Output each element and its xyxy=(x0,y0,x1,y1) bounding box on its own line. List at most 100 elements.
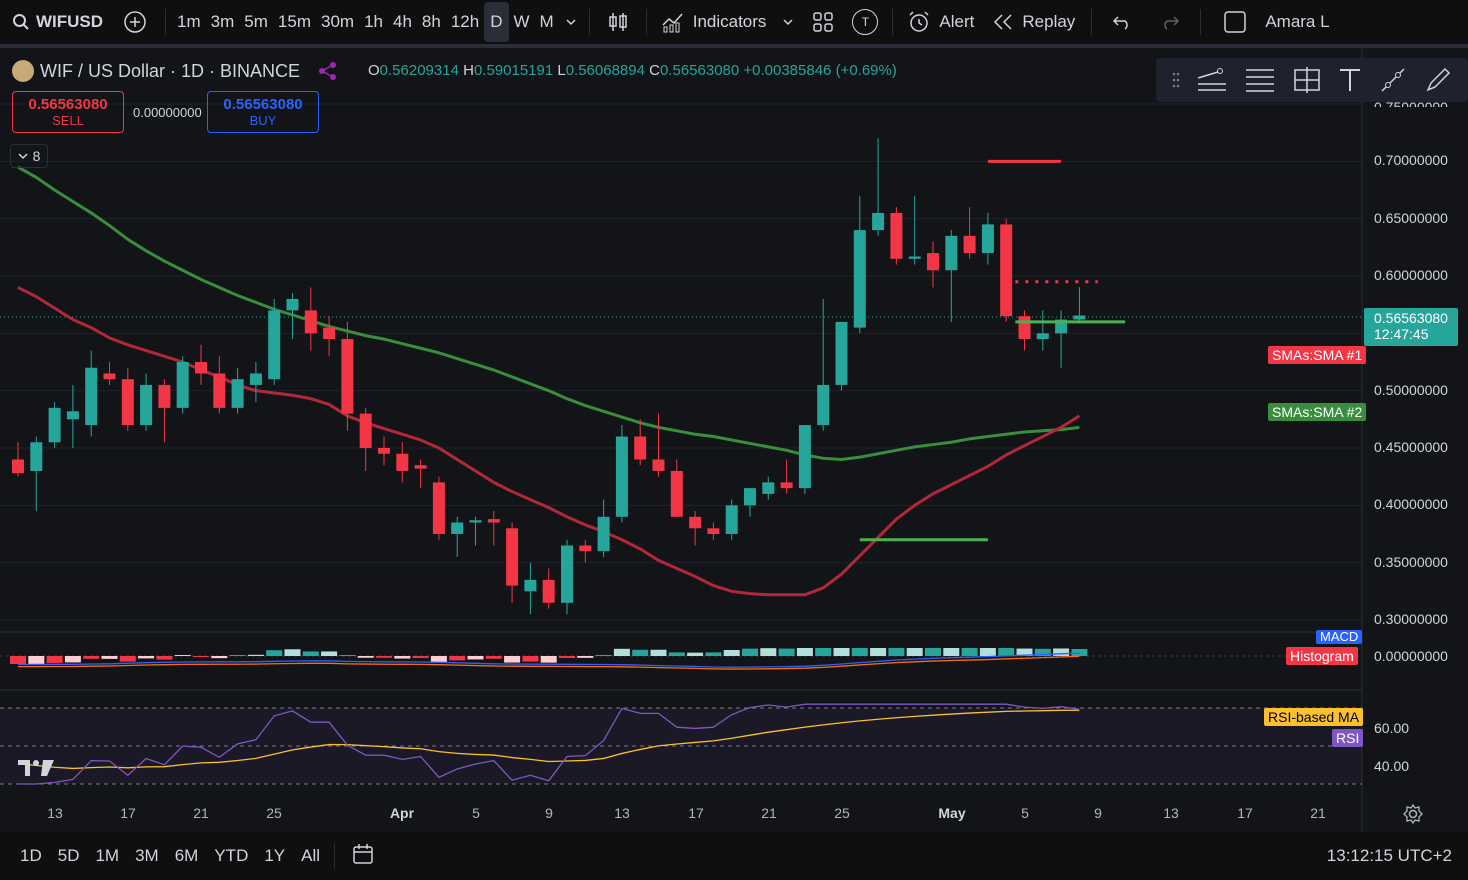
line-tool-icon[interactable] xyxy=(1378,65,1408,95)
sma2-tag: SMAs:SMA #2 xyxy=(1268,403,1367,421)
macd-histogram-bar xyxy=(376,656,392,658)
macd-histogram-bar xyxy=(1053,648,1070,656)
open-value: 0.56209314 xyxy=(379,62,459,79)
text-tool-icon[interactable] xyxy=(1338,67,1362,93)
date-range-button[interactable] xyxy=(341,843,385,870)
macd-histogram-bar xyxy=(687,652,704,656)
time-tick-label: 21 xyxy=(761,805,777,821)
range-3m[interactable]: 3M xyxy=(135,846,159,865)
candle xyxy=(432,476,445,540)
symbol-search[interactable]: WIFUSD xyxy=(0,0,111,44)
timeframe-15m[interactable]: 15m xyxy=(277,12,311,31)
candle xyxy=(670,459,683,517)
macd-histogram-bar xyxy=(760,648,777,656)
share-icon[interactable] xyxy=(318,62,338,80)
timeframe-12h[interactable]: 12h xyxy=(450,12,480,31)
timeframe-D[interactable]: D xyxy=(484,2,509,42)
macd-histogram-bar xyxy=(174,655,191,656)
layouts-button[interactable] xyxy=(802,0,844,44)
candle xyxy=(451,516,464,557)
macd-histogram-bar xyxy=(650,649,667,656)
candle-body xyxy=(707,528,720,534)
collapse-count: 8 xyxy=(32,148,41,164)
alert-button[interactable]: Alert xyxy=(899,0,982,44)
macd-tag: MACD xyxy=(1316,630,1363,644)
range-ytd[interactable]: YTD xyxy=(214,846,249,865)
macd-histogram-bar xyxy=(540,656,557,663)
sell-button[interactable]: 0.56563080 SELL xyxy=(12,91,124,133)
timeframe-M[interactable]: M xyxy=(539,12,554,31)
candle-body xyxy=(432,482,445,534)
rsi-60-label: 60.00 xyxy=(1374,720,1410,736)
templates-button[interactable]: T xyxy=(844,0,886,44)
candle-body xyxy=(48,407,61,443)
calendar-icon xyxy=(353,843,373,864)
buy-button[interactable]: 0.56563080 BUY xyxy=(207,91,319,133)
time-tick-label: 21 xyxy=(193,805,209,821)
plus-circle-icon xyxy=(124,11,146,33)
timeframe-W[interactable]: W xyxy=(513,12,530,31)
settings-button[interactable] xyxy=(1402,803,1424,830)
range-5d[interactable]: 5D xyxy=(57,846,80,865)
candle-body xyxy=(597,516,610,552)
range-1m[interactable]: 1M xyxy=(95,846,120,865)
timeframe-5m[interactable]: 5m xyxy=(244,12,268,31)
candle xyxy=(561,539,573,615)
legend-collapse-button[interactable]: 8 xyxy=(10,144,48,168)
indicators-icon xyxy=(662,13,683,33)
measure-icon[interactable] xyxy=(1292,65,1322,95)
candle xyxy=(963,207,976,259)
candle-body xyxy=(304,310,317,334)
timeframe-8h[interactable]: 8h xyxy=(421,12,441,31)
range-1d[interactable]: 1D xyxy=(20,846,42,865)
timeframe-1m[interactable]: 1m xyxy=(177,12,201,31)
buy-price: 0.56563080 xyxy=(223,96,303,113)
timeframe-30m[interactable]: 30m xyxy=(321,12,355,31)
user-menu[interactable]: Amara L xyxy=(1207,0,1337,44)
timeframe-4h[interactable]: 4h xyxy=(393,12,412,31)
brush-icon[interactable] xyxy=(1424,66,1452,94)
timeframe-3m[interactable]: 3m xyxy=(210,12,235,31)
time-tick-label: 13 xyxy=(47,805,63,821)
candle xyxy=(469,516,482,546)
timeframe-1h[interactable]: 1h xyxy=(364,12,383,31)
redo-button[interactable] xyxy=(1146,0,1194,44)
candle xyxy=(798,425,811,494)
macd-histogram-bar xyxy=(504,656,521,663)
trend-lines-icon[interactable] xyxy=(1196,66,1228,94)
indicators-button[interactable]: Indicators xyxy=(653,0,775,44)
sell-price: 0.56563080 xyxy=(28,96,108,113)
price-tick-label: 0.65000000 xyxy=(1374,209,1448,226)
range-6m[interactable]: 6M xyxy=(174,846,199,865)
compare-button[interactable] xyxy=(111,0,159,44)
timeframe-dropdown[interactable] xyxy=(559,0,583,44)
range-1y[interactable]: 1Y xyxy=(264,846,286,865)
undo-button[interactable] xyxy=(1098,0,1146,44)
candle xyxy=(689,511,702,546)
range-all[interactable]: All xyxy=(301,846,321,865)
sma1-line xyxy=(17,286,1081,597)
candle-body xyxy=(323,327,336,340)
drag-handle-icon[interactable] xyxy=(1172,71,1180,89)
chart-frame xyxy=(0,44,1468,832)
candle-body xyxy=(341,339,354,414)
replay-button[interactable]: Replay xyxy=(982,0,1085,44)
macd-histogram-bar xyxy=(156,656,173,660)
sma1-tag: SMAs:SMA #1 xyxy=(1268,346,1367,364)
candle-body xyxy=(231,379,244,408)
alarm-clock-icon xyxy=(909,11,929,32)
buy-label: BUY xyxy=(249,113,277,128)
chart-canvas[interactable] xyxy=(0,44,1468,832)
tradingview-logo xyxy=(16,756,56,785)
macd-histogram-bar xyxy=(247,654,264,656)
macd-histogram-bar xyxy=(266,650,283,656)
symbol-title[interactable]: WIF / US Dollar · 1D · BINANCE xyxy=(40,60,301,81)
macd-histogram-bar xyxy=(815,648,832,656)
candle xyxy=(506,522,519,603)
clock[interactable]: 13:12:15 UTC+2 xyxy=(1326,846,1452,865)
fib-lines-icon[interactable] xyxy=(1244,66,1276,94)
chevron-down-icon xyxy=(566,19,576,26)
macd-histogram-bar xyxy=(705,652,722,656)
indicators-dropdown[interactable] xyxy=(774,0,802,44)
chart-type-button[interactable] xyxy=(596,0,640,44)
